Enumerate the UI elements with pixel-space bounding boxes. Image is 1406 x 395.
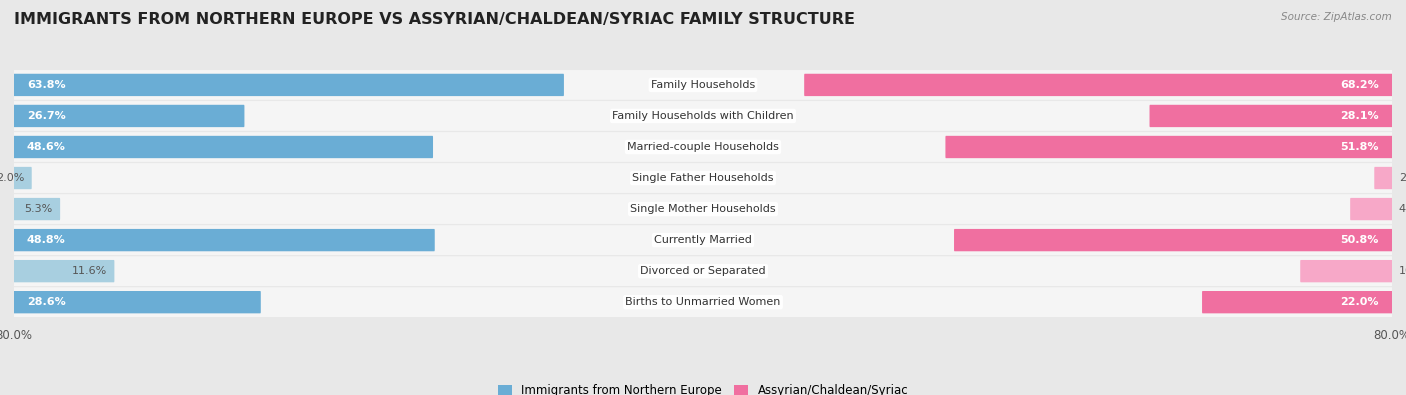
Text: 28.6%: 28.6%	[27, 297, 66, 307]
FancyBboxPatch shape	[955, 229, 1392, 251]
Text: Divorced or Separated: Divorced or Separated	[640, 266, 766, 276]
FancyBboxPatch shape	[945, 136, 1392, 158]
Text: 48.6%: 48.6%	[27, 142, 66, 152]
FancyBboxPatch shape	[14, 291, 260, 313]
FancyBboxPatch shape	[804, 74, 1392, 96]
FancyBboxPatch shape	[14, 74, 564, 96]
Text: 50.8%: 50.8%	[1341, 235, 1379, 245]
FancyBboxPatch shape	[14, 256, 1392, 286]
Text: 28.1%: 28.1%	[1340, 111, 1379, 121]
FancyBboxPatch shape	[1350, 198, 1392, 220]
Text: 22.0%: 22.0%	[1340, 297, 1379, 307]
FancyBboxPatch shape	[14, 225, 1392, 255]
Text: 51.8%: 51.8%	[1340, 142, 1379, 152]
FancyBboxPatch shape	[14, 194, 1392, 224]
FancyBboxPatch shape	[1150, 105, 1392, 127]
Text: Births to Unmarried Women: Births to Unmarried Women	[626, 297, 780, 307]
Text: Family Households with Children: Family Households with Children	[612, 111, 794, 121]
FancyBboxPatch shape	[1374, 167, 1392, 189]
Text: 10.6%: 10.6%	[1399, 266, 1406, 276]
FancyBboxPatch shape	[14, 70, 1392, 100]
Text: Married-couple Households: Married-couple Households	[627, 142, 779, 152]
Text: IMMIGRANTS FROM NORTHERN EUROPE VS ASSYRIAN/CHALDEAN/SYRIAC FAMILY STRUCTURE: IMMIGRANTS FROM NORTHERN EUROPE VS ASSYR…	[14, 12, 855, 27]
FancyBboxPatch shape	[14, 260, 114, 282]
FancyBboxPatch shape	[14, 198, 60, 220]
Text: 48.8%: 48.8%	[27, 235, 66, 245]
Text: Family Households: Family Households	[651, 80, 755, 90]
FancyBboxPatch shape	[1301, 260, 1392, 282]
Text: 68.2%: 68.2%	[1340, 80, 1379, 90]
FancyBboxPatch shape	[14, 163, 1392, 193]
FancyBboxPatch shape	[14, 167, 32, 189]
Text: Single Father Households: Single Father Households	[633, 173, 773, 183]
FancyBboxPatch shape	[14, 229, 434, 251]
FancyBboxPatch shape	[14, 136, 433, 158]
Legend: Immigrants from Northern Europe, Assyrian/Chaldean/Syriac: Immigrants from Northern Europe, Assyria…	[494, 379, 912, 395]
Text: Currently Married: Currently Married	[654, 235, 752, 245]
Text: 4.8%: 4.8%	[1399, 204, 1406, 214]
FancyBboxPatch shape	[1202, 291, 1392, 313]
FancyBboxPatch shape	[14, 101, 1392, 131]
Text: Single Mother Households: Single Mother Households	[630, 204, 776, 214]
Text: 26.7%: 26.7%	[27, 111, 66, 121]
Text: 5.3%: 5.3%	[24, 204, 53, 214]
FancyBboxPatch shape	[14, 105, 245, 127]
FancyBboxPatch shape	[14, 132, 1392, 162]
Text: 2.0%: 2.0%	[0, 173, 24, 183]
Text: 11.6%: 11.6%	[72, 266, 107, 276]
Text: Source: ZipAtlas.com: Source: ZipAtlas.com	[1281, 12, 1392, 22]
FancyBboxPatch shape	[14, 287, 1392, 317]
Text: 2.0%: 2.0%	[1399, 173, 1406, 183]
Text: 63.8%: 63.8%	[27, 80, 66, 90]
